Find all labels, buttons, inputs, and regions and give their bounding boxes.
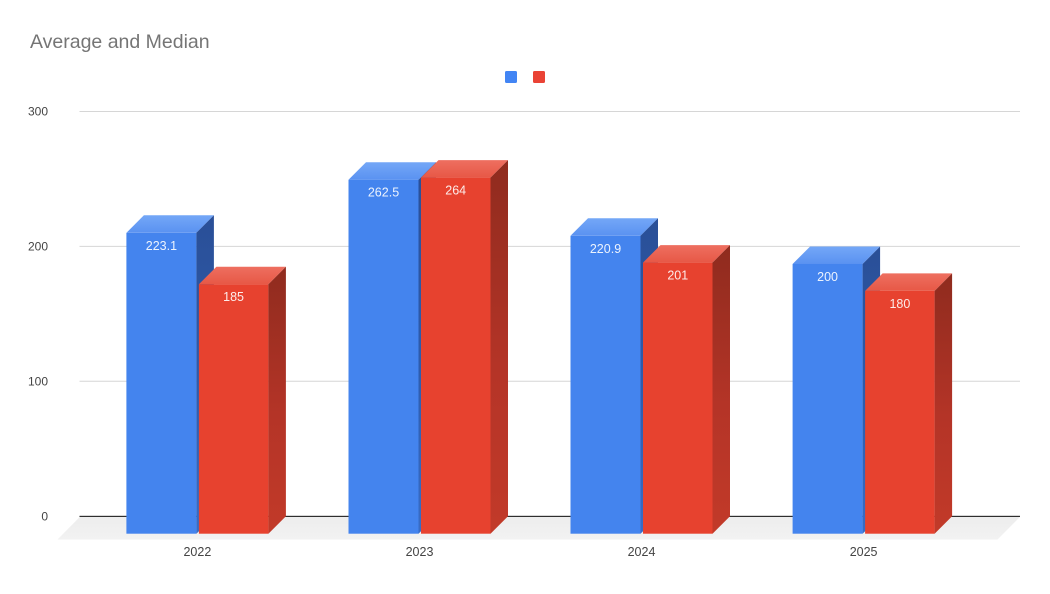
svg-text:201: 201 (667, 269, 688, 283)
svg-text:2024: 2024 (628, 545, 656, 559)
svg-text:223.1: 223.1 (146, 239, 177, 253)
svg-text:185: 185 (223, 290, 244, 304)
svg-text:300: 300 (28, 105, 48, 119)
svg-text:Average and Median: Average and Median (30, 31, 210, 53)
svg-text:200: 200 (817, 270, 838, 284)
svg-text:220.9: 220.9 (590, 242, 621, 256)
svg-text:264: 264 (445, 184, 466, 198)
svg-text:200: 200 (28, 240, 48, 254)
svg-text:180: 180 (889, 297, 910, 311)
svg-text:262.5: 262.5 (368, 186, 399, 200)
svg-text:2025: 2025 (850, 545, 878, 559)
svg-text:2022: 2022 (183, 545, 211, 559)
svg-text:2023: 2023 (406, 545, 434, 559)
svg-text:100: 100 (28, 375, 48, 389)
svg-text:0: 0 (41, 509, 48, 523)
